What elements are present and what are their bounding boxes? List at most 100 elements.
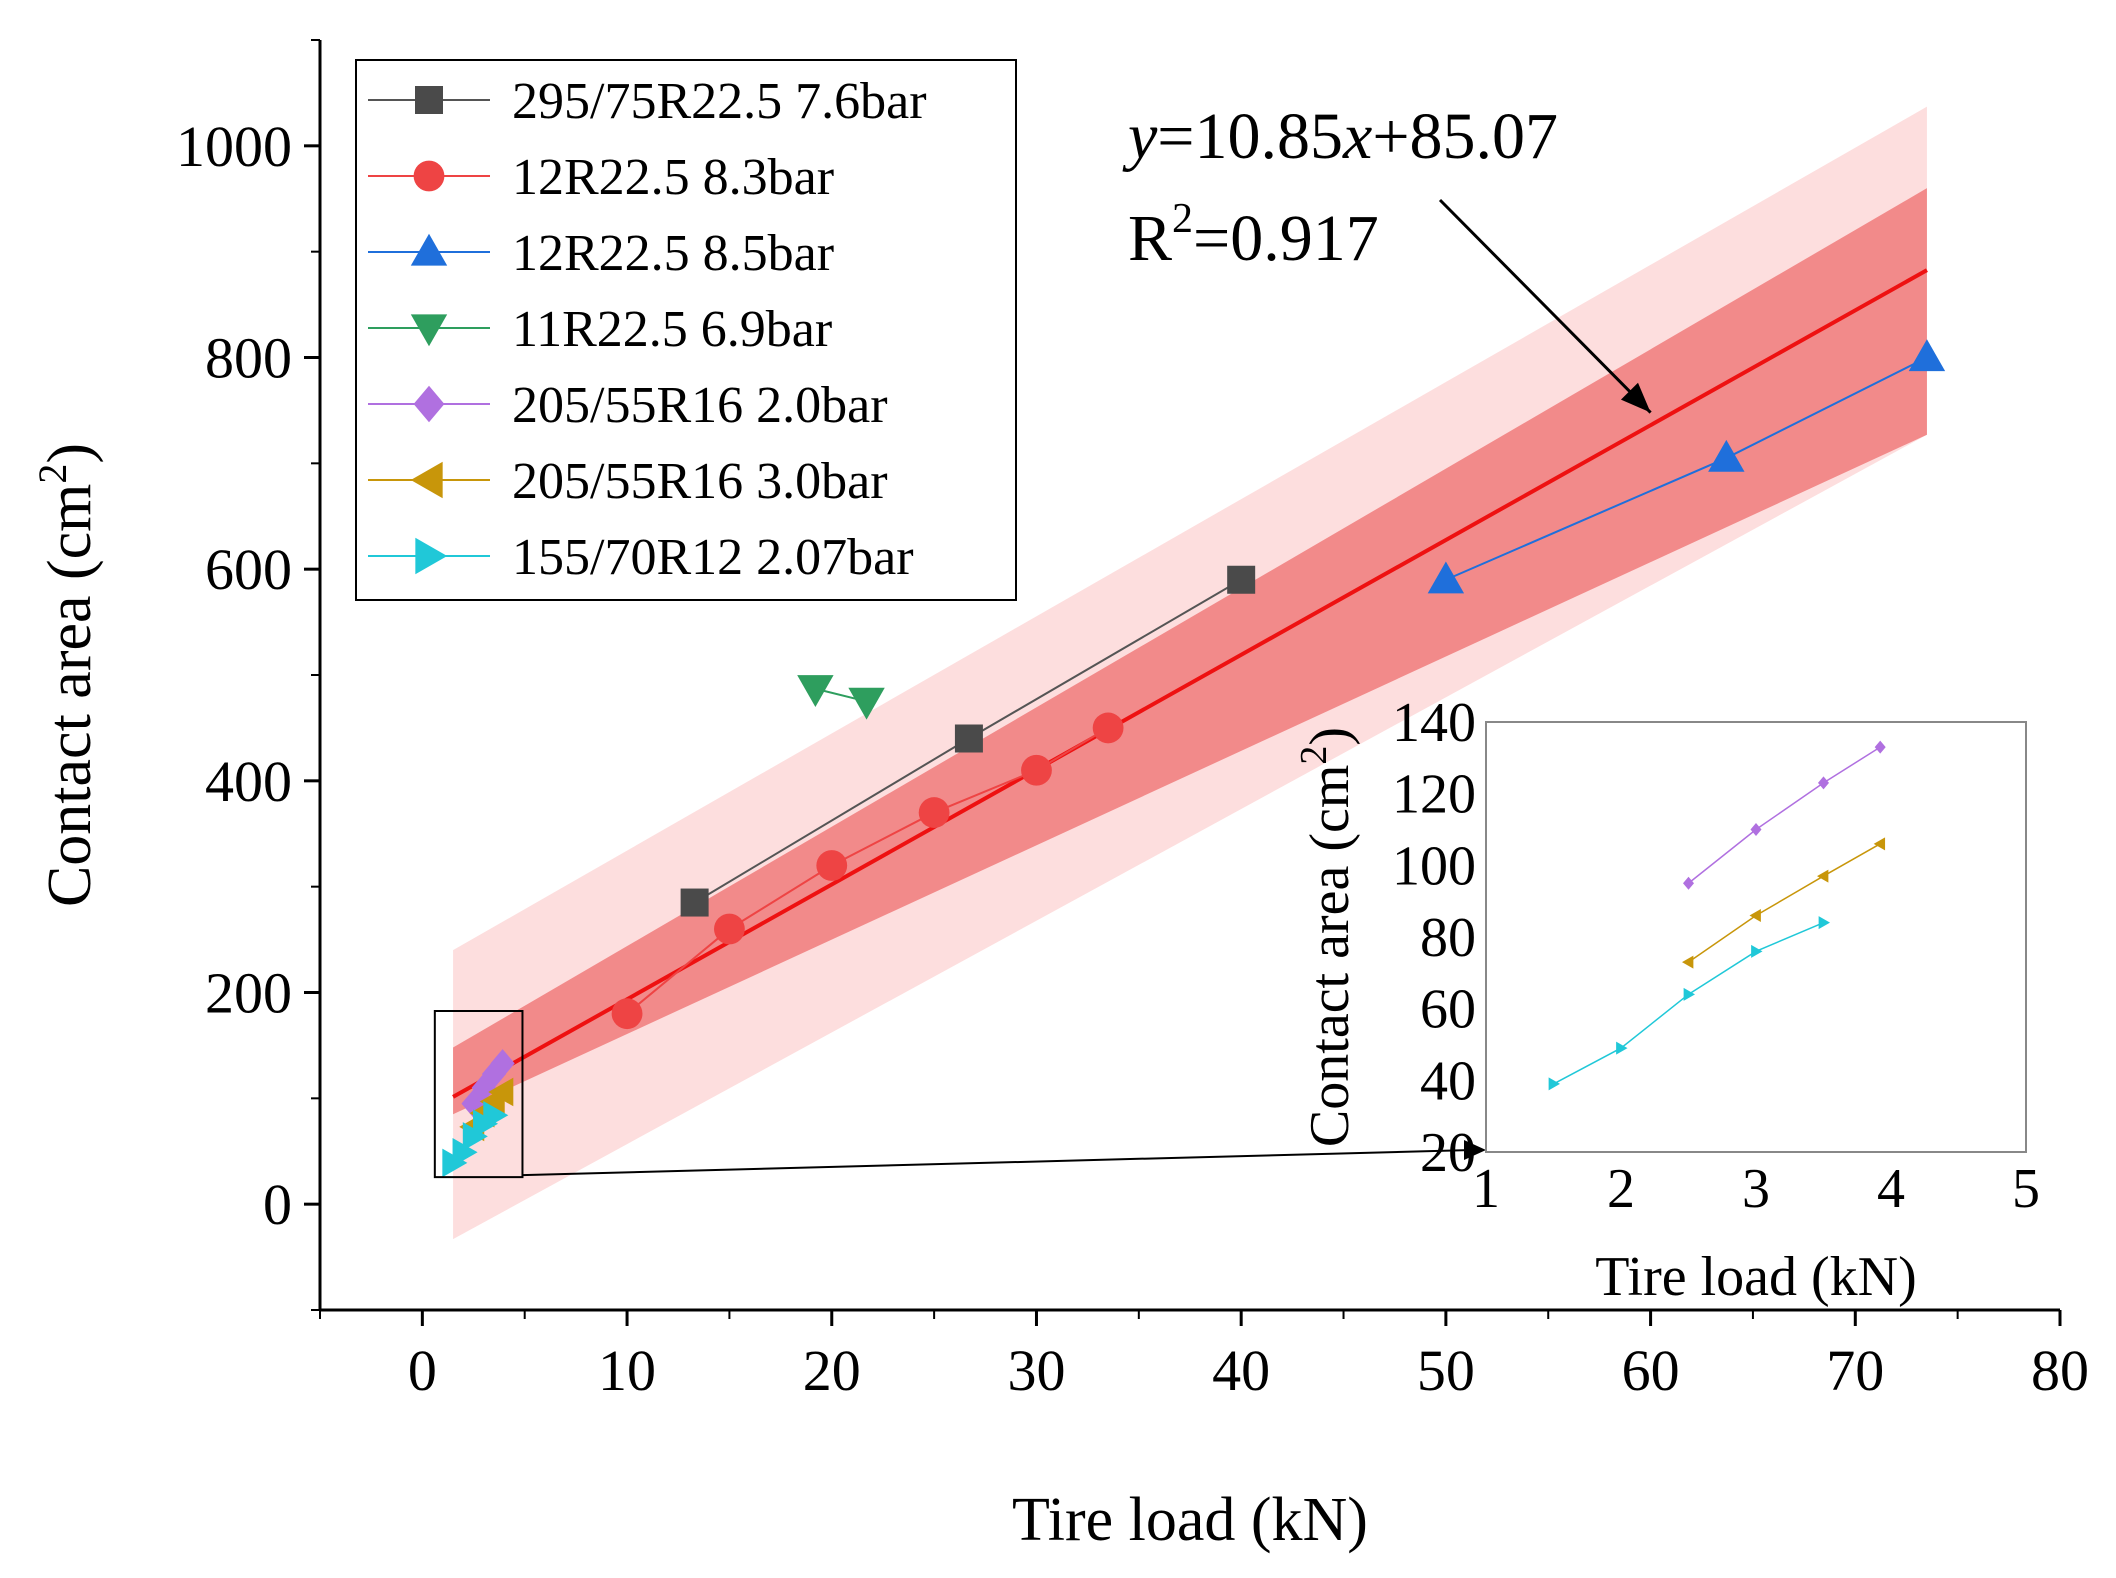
legend-marker-6 [415, 537, 448, 575]
regression-fit [452, 268, 1928, 1099]
inset-point-5-2 [1817, 869, 1829, 883]
fit-bands [453, 106, 1927, 1240]
inset-y-tick-label-120: 120 [1392, 764, 1476, 826]
legend-item-5: 205/55R16 3.0bar [368, 453, 888, 510]
x-tick-label-30: 30 [1007, 1338, 1065, 1403]
inset-point-6-3 [1751, 944, 1763, 958]
legend-label-3: 11R22.5 6.9bar [512, 301, 832, 358]
point-2-1 [1708, 439, 1745, 472]
r2-tail: =0.917 [1193, 202, 1379, 275]
y-tick-label-800: 800 [205, 326, 292, 391]
fit-equation: y=10.85x+85.07 [1122, 100, 1558, 173]
confidence-band [453, 188, 1927, 1115]
eq-mid: =10.85 [1157, 100, 1343, 173]
point-2-2 [1908, 339, 1946, 372]
inset-y-tick-label-80: 80 [1420, 907, 1476, 969]
point-5-3 [488, 1077, 514, 1107]
inset-point-6-0 [1548, 1077, 1560, 1091]
point-3-0 [797, 675, 834, 707]
inset-frame [1485, 721, 2027, 1153]
inset-y-axis-title: Contact area (cm2) [1293, 727, 1361, 1147]
inset-line-4 [1688, 746, 1881, 884]
x-tick-label-10: 10 [598, 1338, 656, 1403]
y-tick-label-0: 0 [263, 1172, 292, 1237]
inset-series [1548, 740, 1886, 1091]
legend-label-0: 295/75R22.5 7.6bar [512, 73, 927, 130]
inset-y-tick-label-140: 140 [1392, 692, 1476, 754]
data-series [442, 339, 1946, 1178]
inset-x-tick-label-5: 5 [2012, 1158, 2040, 1220]
legend-marker-2 [410, 233, 448, 266]
legend-label-2: 12R22.5 8.5bar [512, 225, 834, 282]
legend-item-0: 295/75R22.5 7.6bar [368, 73, 927, 130]
zoom-indicator [433, 1010, 1486, 1179]
point-6-1 [452, 1138, 478, 1167]
eq-tail: +85.07 [1372, 100, 1558, 173]
fit-line [452, 268, 1928, 1099]
inset-y-tick-label-40: 40 [1420, 1050, 1476, 1112]
series-6 [442, 1100, 509, 1178]
inset-x-tick-label-3: 3 [1742, 1158, 1770, 1220]
point-0-2 [1227, 565, 1256, 594]
zoom-box [433, 1010, 524, 1179]
inset-point-5-1 [1749, 909, 1761, 922]
inset-plot: 1 2 3 4 5 20 40 60 80 100 120 140 Tire load (kN) Co… [1293, 692, 2040, 1308]
inset-x-tick-label-1: 1 [1472, 1158, 1500, 1220]
inset-point-4-1 [1750, 823, 1762, 836]
x-tick-label-60: 60 [1622, 1338, 1680, 1403]
legend-label-4: 205/55R16 2.0bar [512, 377, 888, 434]
legend-marker-1 [413, 160, 445, 192]
zoom-connector [522, 1149, 1473, 1177]
inset-point-4-0 [1683, 876, 1694, 890]
point-1-0 [611, 998, 643, 1030]
y-tick-label-200: 200 [205, 961, 292, 1026]
legend-marker-0 [415, 86, 443, 114]
eq-y: y [1122, 100, 1158, 173]
point-1-1 [714, 913, 745, 945]
y-tick-label-400: 400 [205, 749, 292, 814]
inset-x-axis-title: Tire load (kN) [1595, 1246, 1916, 1308]
series-1 [611, 712, 1124, 1030]
fit-annotation: y=10.85x+85.07 R2=0.917 [1122, 100, 1652, 414]
inset-y-tick-label-100: 100 [1392, 835, 1476, 897]
r2-sup: 2 [1172, 196, 1193, 242]
inset-point-5-3 [1873, 837, 1886, 851]
legend-item-2: 12R22.5 8.5bar [368, 225, 834, 282]
inset-point-6-1 [1616, 1041, 1628, 1055]
series-0 [680, 565, 1256, 917]
legend-marker-5 [410, 461, 443, 499]
inset-point-5-0 [1682, 955, 1694, 969]
x-tick-label-0: 0 [408, 1338, 437, 1403]
x-tick-label-80: 80 [2031, 1338, 2089, 1403]
legend: 295/75R22.5 7.6bar 12R22.5 8.3bar 12R22.5 … [355, 59, 1017, 601]
inset-series-5 [1682, 837, 1886, 969]
inset-point-4-2 [1818, 776, 1829, 790]
point-0-1 [954, 724, 983, 753]
series-2 [1427, 339, 1946, 594]
annotation-arrow [1438, 198, 1652, 414]
inset-y-title-sup: 2 [1293, 746, 1335, 765]
point-2-0 [1427, 561, 1465, 594]
legend-item-3: 11R22.5 6.9bar [368, 301, 832, 358]
legend-label-5: 205/55R16 3.0bar [512, 453, 888, 510]
inset-point-4-3 [1874, 740, 1886, 754]
inset-series-6 [1548, 916, 1830, 1091]
inset-y-tick-label-20: 20 [1420, 1122, 1476, 1184]
r2-base: R [1128, 202, 1172, 275]
legend-item-1: 12R22.5 8.3bar [368, 149, 834, 206]
y-tick-label-600: 600 [205, 537, 292, 602]
legend-label-6: 155/70R12 2.07bar [512, 529, 914, 586]
point-3-1 [848, 687, 885, 720]
inset-point-6-4 [1818, 916, 1830, 930]
zoom-connector-head [1464, 1140, 1486, 1160]
legend-item-6: 155/70R12 2.07bar [368, 529, 914, 586]
y-tick-label-1000: 1000 [176, 114, 292, 179]
inset-ticks: 1 2 3 4 5 20 40 60 80 100 120 140 [1392, 692, 2040, 1220]
point-1-3 [918, 797, 950, 828]
arrow-head [1620, 382, 1651, 413]
legend-label-1: 12R22.5 8.3bar [512, 149, 834, 206]
point-1-4 [1021, 754, 1052, 786]
inset-y-title-main: Contact area (cm [1299, 765, 1361, 1147]
